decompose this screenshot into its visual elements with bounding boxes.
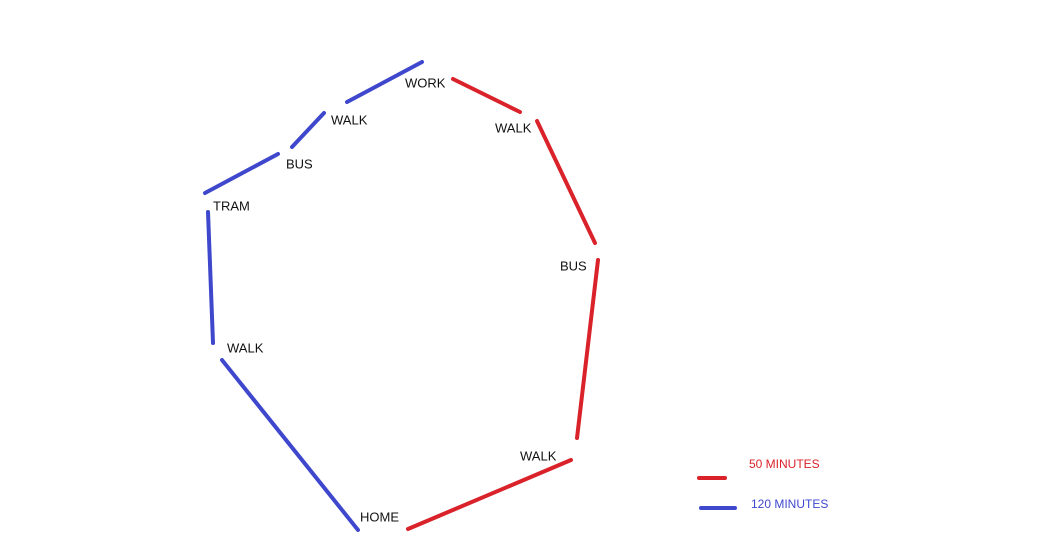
blue-segment: [345, 60, 424, 104]
node-label: BUS: [286, 156, 313, 171]
red-segment: [451, 77, 522, 114]
blue-segment: [290, 111, 326, 149]
red-segment: [575, 258, 600, 440]
node-label: WORK: [405, 75, 446, 90]
node-label: BUS: [560, 258, 587, 273]
blue-segment: [220, 358, 360, 532]
node-label: WALK: [227, 340, 264, 355]
legend-label: 50 MINUTES: [749, 457, 820, 471]
node-label: WALK: [331, 112, 368, 127]
blue-segment: [206, 210, 215, 345]
node-label: HOME: [360, 509, 399, 524]
node-label: WALK: [520, 448, 557, 463]
blue-segment: [203, 152, 280, 195]
red-segment: [406, 458, 573, 531]
node-label: WALK: [495, 120, 532, 135]
node-label: TRAM: [213, 198, 250, 213]
red-segment: [535, 119, 597, 245]
legend-label: 120 MINUTES: [751, 497, 828, 511]
